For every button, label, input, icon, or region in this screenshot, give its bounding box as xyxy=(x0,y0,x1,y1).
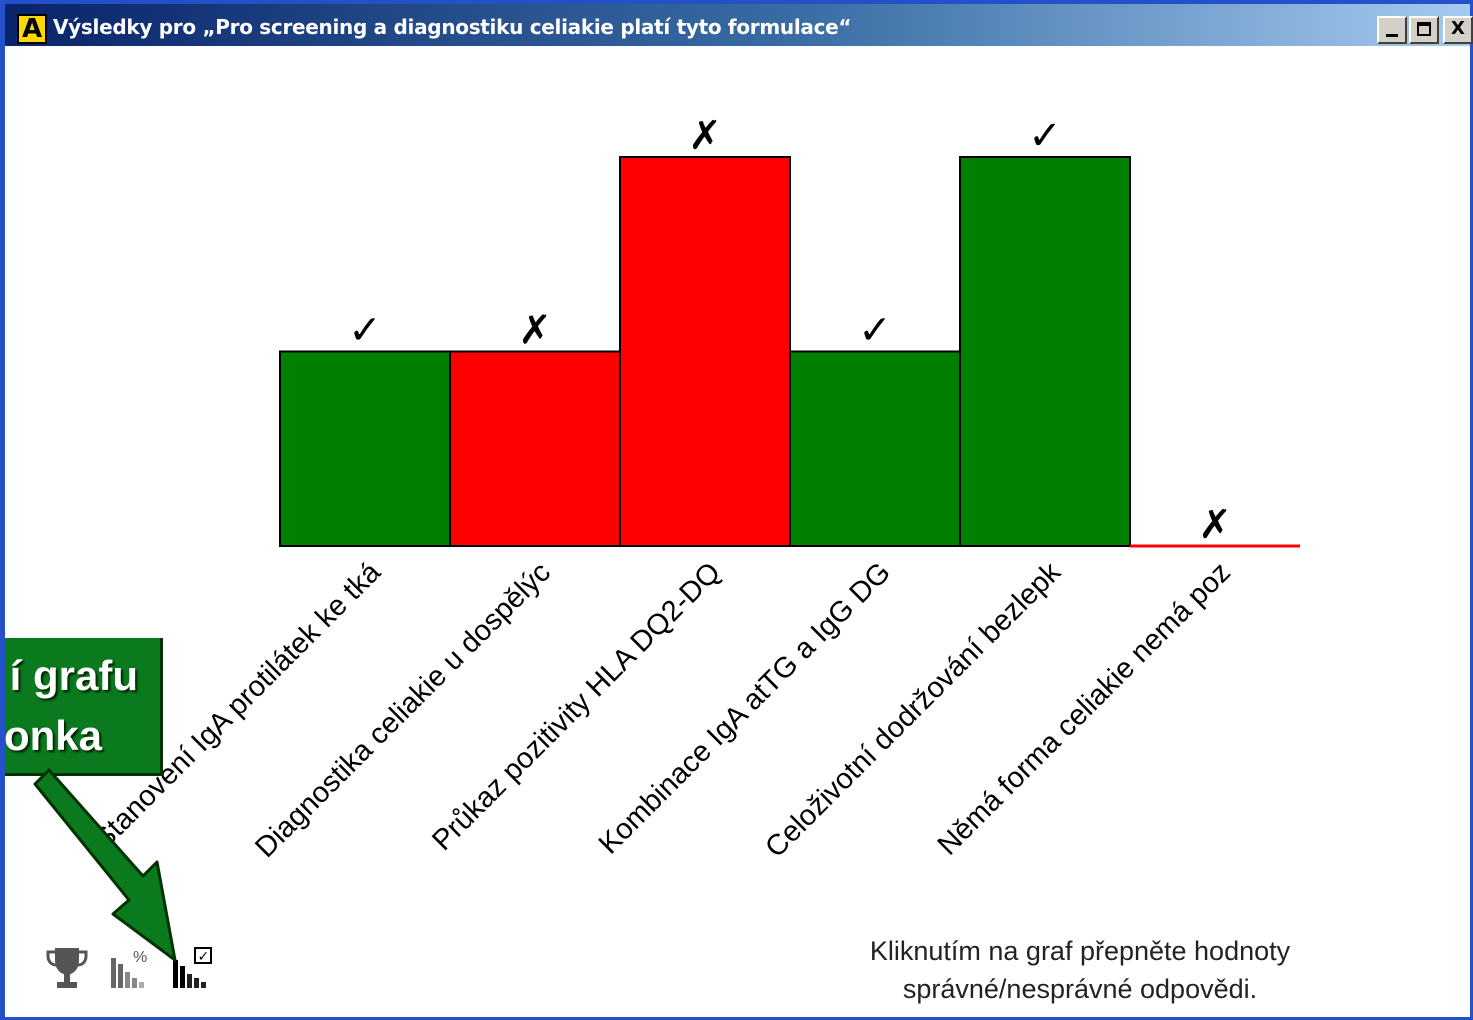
results-bar-chart[interactable]: ✓Stanovení IgA protilátek ke tká✗Diagnos… xyxy=(5,0,1470,930)
percent-chart-icon[interactable]: % xyxy=(109,944,153,992)
percent-glyph: % xyxy=(133,949,147,966)
bar-mark-1: ✓ xyxy=(348,308,382,354)
hint-line-1: Kliknutím na graf přepněte hodnoty xyxy=(869,936,1291,966)
bar-mark-2: ✗ xyxy=(518,308,552,354)
callout-line-1: í grafu xyxy=(9,652,138,699)
maximize-icon xyxy=(1417,22,1431,36)
check-glyph: ✓ xyxy=(198,949,210,965)
hint-line-2: správné/nesprávné odpovědi. xyxy=(902,974,1258,1004)
window-title: Výsledky pro „Pro screening a diagnostik… xyxy=(53,15,852,39)
callout-label: í grafu onka xyxy=(5,638,163,776)
close-icon: X xyxy=(1451,18,1465,39)
bar-4[interactable] xyxy=(789,350,961,547)
bar-mark-3: ✗ xyxy=(688,113,722,159)
maximize-button[interactable] xyxy=(1409,16,1439,44)
callout-line-2: onka xyxy=(5,712,102,759)
bar-1[interactable] xyxy=(279,350,451,547)
app-icon: A xyxy=(17,14,47,44)
check-chart-icon[interactable]: ✓ xyxy=(171,944,215,992)
bar-mark-6: ✗ xyxy=(1198,502,1232,548)
bar-5[interactable] xyxy=(959,156,1131,547)
minimize-icon xyxy=(1386,34,1398,37)
bar-2[interactable] xyxy=(449,350,621,547)
close-button[interactable]: X xyxy=(1443,16,1473,44)
trophy-icon[interactable] xyxy=(45,944,89,992)
hint-text: Kliknutím na graf přepněte hodnoty správ… xyxy=(795,932,1365,1008)
minimize-button[interactable] xyxy=(1377,16,1407,44)
callout-arrow xyxy=(33,768,177,962)
bar-3[interactable] xyxy=(619,156,791,547)
bar-mark-5: ✓ xyxy=(1028,113,1062,159)
bar-mark-4: ✓ xyxy=(858,308,892,354)
title-bar[interactable]: A Výsledky pro „Pro screening a diagnost… xyxy=(5,0,1473,46)
arrow-shape xyxy=(33,768,177,962)
